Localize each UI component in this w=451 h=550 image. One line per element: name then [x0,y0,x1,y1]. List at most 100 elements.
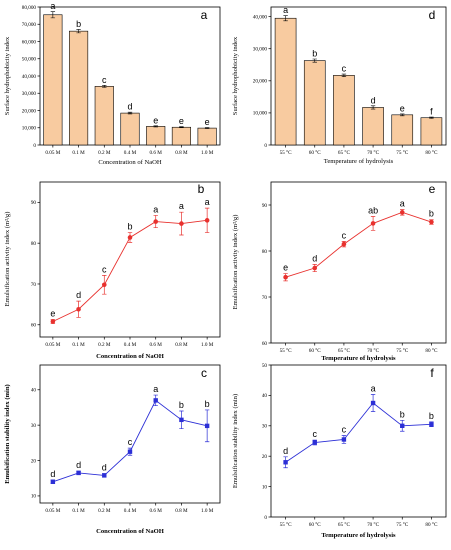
y-tick-label: 90 [262,203,268,209]
y-tick-label: 90 [31,200,37,206]
data-point [102,473,107,478]
y-tick-label: 0 [264,143,267,149]
error-bar [179,126,184,129]
x-tick-label: 1.0 M [201,508,214,514]
data-point [76,306,81,312]
error-bar [153,125,158,128]
significance-letter: c [342,425,347,435]
data-point [127,235,133,240]
significance-letter: a [400,199,405,209]
data-point [312,440,317,445]
x-tick-label: 0.8 M [175,342,188,348]
y-tick-label: 70 [262,295,268,301]
x-tick-label: 0.2 M [98,150,111,156]
data-point [153,219,159,224]
y-axis-label: Surface hydrophobicity index [4,36,11,115]
bar [197,127,217,146]
x-tick-label: 60 °C [309,347,322,354]
y-tick-label: 30 [262,424,268,430]
y-tick-label: 60,000 [22,39,37,45]
y-tick-label: 40 [31,388,37,394]
panel-label: d [429,8,436,22]
x-tick-label: 70 °C [367,521,380,528]
x-axis-label: Temperature of hydrolysis [321,355,396,362]
data-point [204,218,210,223]
x-tick-label: 60 °C [309,149,322,156]
y-tick-label: 30,000 [253,47,268,53]
series-line [285,402,432,463]
y-tick-label: 20,000 [253,79,268,85]
panel-label: b [198,182,205,196]
x-tick-label: 55 °C [280,149,293,156]
x-axis-label: Temperature of hydrolysis [321,532,396,539]
significance-letter: b [76,19,81,29]
y-tick-label: 30 [31,423,37,429]
y-tick-label: 40 [262,393,268,399]
significance-letter: c [102,75,107,85]
x-tick-label: 55 °C [280,521,293,528]
error-bar [312,58,317,63]
x-tick-label: 65 °C [338,347,351,354]
significance-letter: d [76,460,81,470]
bar [391,114,414,146]
x-tick-label: 0.05 M [45,342,60,348]
y-tick-label: 80 [31,241,37,247]
error-bar [429,116,434,119]
significance-letter: c [342,230,347,240]
significance-letter: b [429,209,434,219]
plot-frame [270,6,447,146]
x-tick-label: 1.0 M [201,342,214,348]
chart-panel-d: 0 10,000 20,000 30,000 40,000 55 °C 60 °C 65 °C… [232,5,447,165]
x-tick-label: 1.0 M [201,150,214,156]
bar [69,30,89,146]
significance-letter: b [179,400,184,410]
panel-label: a [201,8,208,22]
data-point [341,437,347,442]
bar [362,107,384,146]
data-point [341,241,347,247]
x-tick-label: 0.6 M [150,508,163,514]
x-tick-label: 70 °C [367,347,380,354]
y-tick-label: 70 [31,282,37,288]
panel-label: f [430,366,434,380]
data-point [283,460,288,465]
x-tick-label: 60 °C [309,521,322,528]
error-bar [50,11,56,19]
y-axis-label: Emulsification stability index (min) [4,384,11,483]
data-point [399,210,405,215]
significance-letter: a [50,1,55,11]
error-bar [76,29,81,34]
significance-letter: ab [368,206,378,216]
data-point [50,319,56,324]
chart-panel-e: 60 70 80 90 55 °C 60 °C 65 °C 70 °C 75 °C 80 °C Te… [232,181,447,362]
x-tick-label: 75 °C [396,521,409,528]
bar [94,86,114,146]
data-point [370,400,376,406]
data-point [179,417,184,423]
significance-letter: b [312,48,317,58]
data-point [429,219,434,225]
x-tick-label: 0.6 M [150,150,163,156]
error-bar [370,105,376,110]
y-tick-label: 50 [262,363,268,369]
y-axis-label: Emulsification stability index (min) [232,394,239,488]
x-axis-label: Temperature of hydrolysis [324,158,394,165]
bar [146,126,166,146]
significance-letter: a [179,201,184,211]
significance-letter: b [429,411,434,421]
significance-letter: e [400,103,405,113]
significance-letter: e [153,115,158,125]
data-point [101,282,107,288]
bar [43,14,63,146]
x-tick-label: 55 °C [280,347,293,354]
significance-letter: d [283,446,288,456]
data-point [370,221,376,226]
data-point [429,422,434,427]
x-tick-label: 0.1 M [72,342,85,348]
x-tick-label: 0.05 M [45,508,60,514]
significance-letter: f [430,107,433,117]
significance-letter: b [127,222,132,232]
y-tick-label: 10 [31,494,37,500]
x-tick-label: 70 °C [367,149,380,156]
chart-panel-b: 60 70 80 90 0.05 M 0.1 M 0.2 M 0.4 M 0.6 M 0.8 M 1… [4,181,221,360]
